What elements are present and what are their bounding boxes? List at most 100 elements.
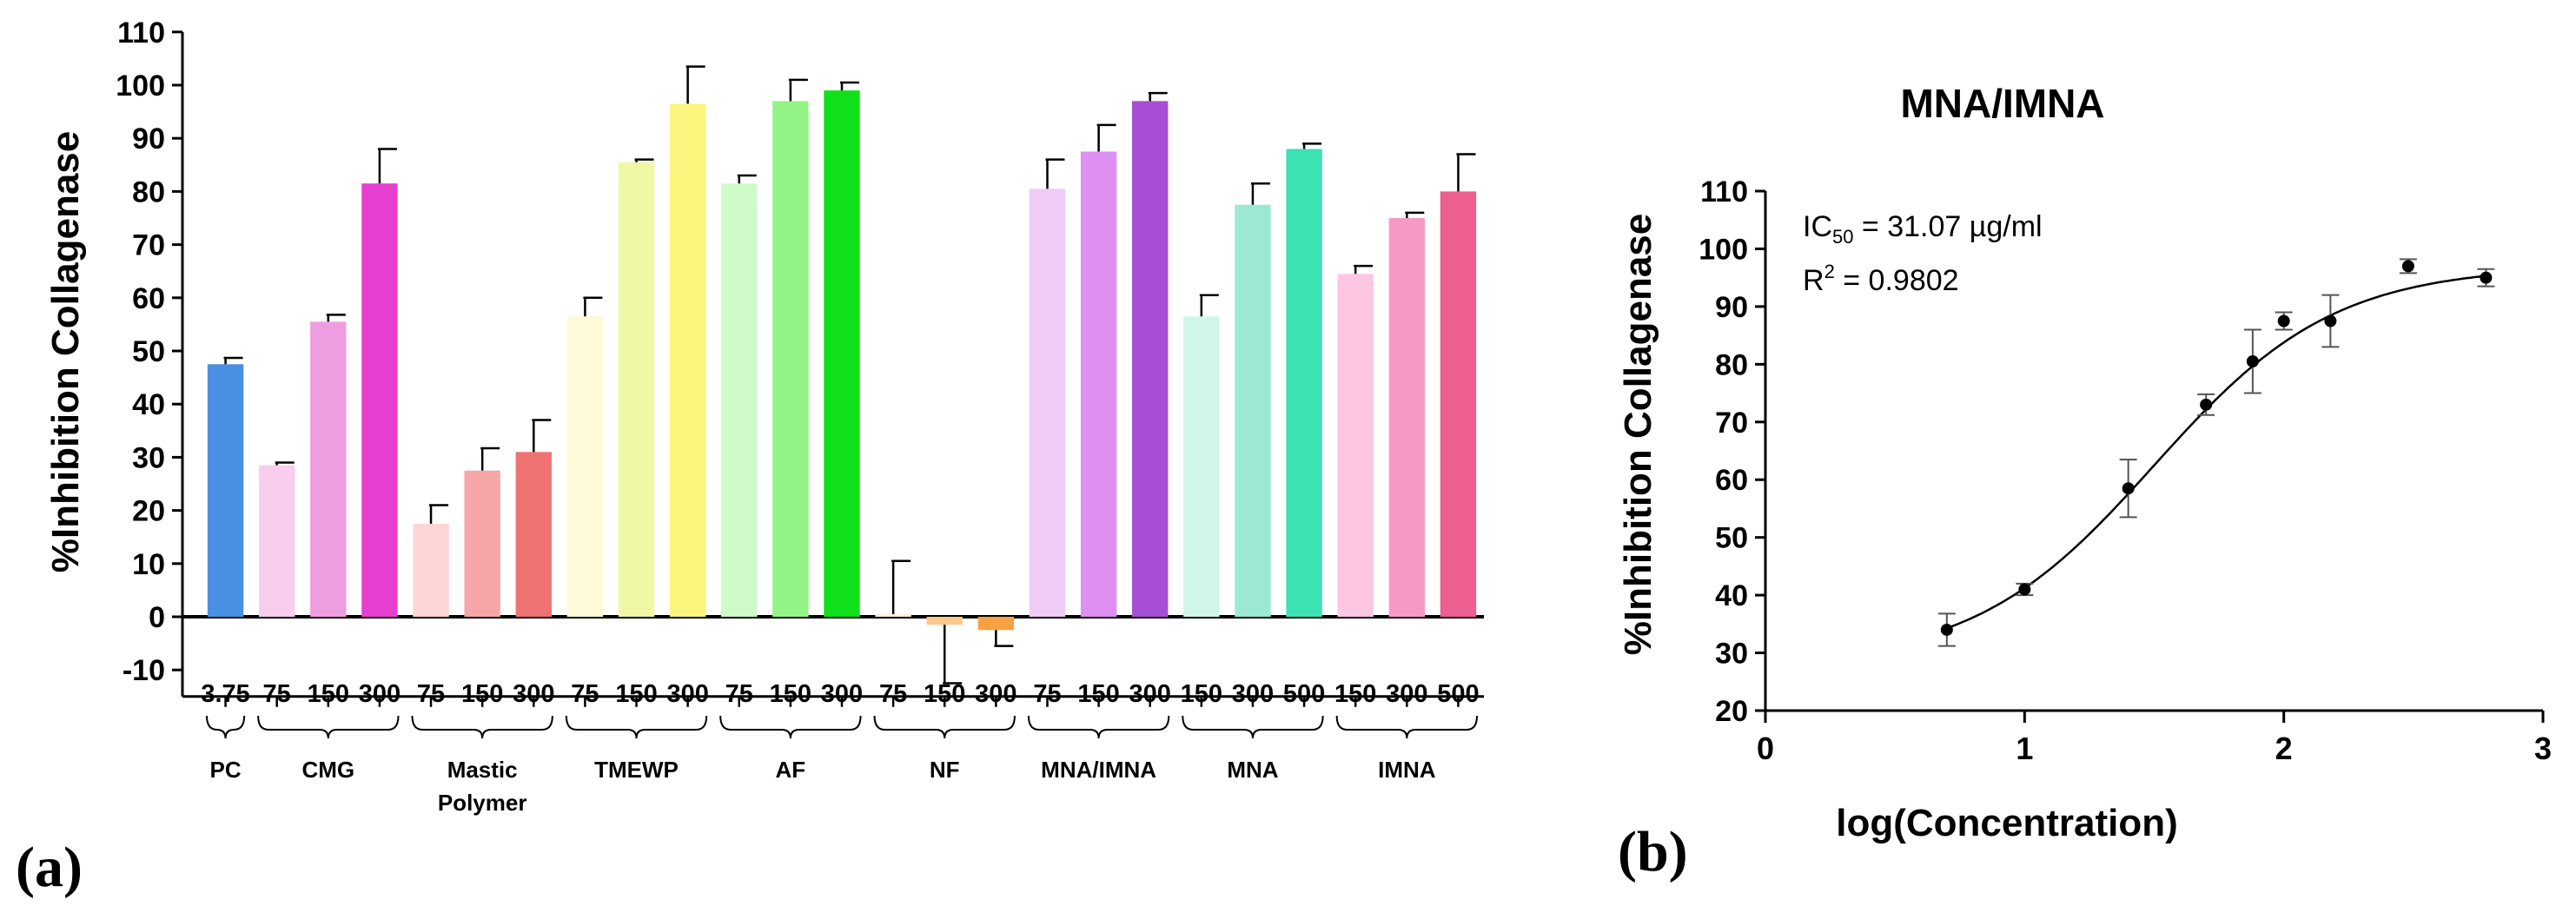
- panel-b-title: MNA/IMNA: [1900, 81, 2104, 126]
- bar: [875, 613, 911, 617]
- y-tick-label: 10: [132, 548, 165, 581]
- dose-label: 150: [308, 680, 349, 708]
- group-label: CMG: [301, 757, 354, 783]
- data-point: [2018, 583, 2031, 596]
- group-bracket: [257, 715, 400, 739]
- dose-label: 75: [263, 680, 291, 708]
- y-tick-label: 60: [132, 282, 165, 315]
- r2-value: = 0.9802: [1835, 264, 1959, 297]
- y-tick-label: 40: [1715, 579, 1748, 612]
- bar: [515, 452, 552, 617]
- group-bracket: [565, 715, 708, 739]
- panel-b-x-axis-label: log(Concentration): [1836, 802, 2178, 844]
- group-label: MNA: [1227, 757, 1278, 783]
- y-tick-label: 100: [116, 69, 165, 103]
- dose-label: 75: [725, 680, 753, 708]
- dose-label: 300: [821, 680, 863, 708]
- ic50-annotation: IC50 = 31.07 µg/ml: [1803, 210, 2043, 248]
- dose-label: 300: [666, 680, 708, 708]
- y-tick-label: 30: [1715, 638, 1748, 671]
- group-label: AF: [776, 757, 806, 783]
- panel-a-bars: [207, 65, 1477, 685]
- dose-label: 300: [1386, 680, 1427, 708]
- x-tick-label: 0: [1757, 731, 1774, 766]
- bar: [1132, 101, 1169, 618]
- bar: [926, 617, 963, 625]
- y-tick-label: 50: [132, 335, 165, 368]
- data-point: [2277, 314, 2290, 327]
- dose-label: 150: [615, 680, 657, 708]
- y-tick-label: 80: [1715, 348, 1748, 381]
- bar: [772, 101, 809, 618]
- bar: [1235, 204, 1271, 617]
- data-point: [2324, 314, 2337, 327]
- fit-curve: [1946, 275, 2487, 630]
- ic50-subscript: 50: [1832, 226, 1853, 248]
- dose-label: 3.75: [201, 680, 249, 708]
- group-label: PC: [209, 757, 241, 783]
- dose-label: 300: [359, 680, 401, 708]
- group-bracket: [719, 715, 862, 739]
- x-tick-label: 3: [2534, 731, 2552, 766]
- y-tick-label: 50: [1715, 522, 1748, 555]
- y-tick-label: 70: [1715, 407, 1748, 440]
- dose-label: 150: [770, 680, 811, 708]
- dose-label: 75: [571, 680, 599, 708]
- panel-b-marks: [1937, 258, 2495, 647]
- bar: [1337, 274, 1374, 617]
- bar: [413, 523, 449, 617]
- panel-a-bar-chart: -10 0 10 20 30 40 50 60 70 80 90 100 110 3.75 PC 75 150…: [44, 17, 1484, 816]
- bar: [721, 183, 758, 617]
- r2-superscript: 2: [1824, 261, 1835, 282]
- dose-label: 75: [1033, 680, 1061, 708]
- bar: [207, 364, 244, 617]
- group-label: NF: [930, 757, 960, 783]
- ic50-value: = 31.07 µg/ml: [1853, 210, 2042, 243]
- group-label: Mastic: [447, 757, 518, 783]
- dose-label: 75: [417, 680, 445, 708]
- bar: [310, 321, 347, 617]
- y-tick-label: 20: [132, 495, 165, 528]
- bar: [464, 470, 500, 617]
- dose-label: 150: [924, 680, 965, 708]
- dose-label: 300: [513, 680, 554, 708]
- group-bracket: [206, 715, 246, 739]
- bar: [566, 316, 604, 617]
- y-tick-label: 70: [132, 229, 165, 262]
- group-bracket: [1027, 715, 1170, 739]
- r2-prefix: R: [1803, 264, 1824, 297]
- bar: [1286, 149, 1322, 617]
- dose-label: 150: [461, 680, 503, 708]
- y-tick-label: 90: [1715, 291, 1748, 324]
- group-label: IMNA: [1378, 757, 1436, 783]
- data-point: [2200, 398, 2213, 411]
- x-tick-label: 1: [2016, 731, 2033, 766]
- dose-label: 500: [1437, 680, 1479, 708]
- group-bracket: [411, 715, 553, 739]
- y-tick-label: 30: [132, 441, 165, 474]
- group-label: Polymer: [438, 790, 527, 816]
- bar: [1029, 189, 1066, 617]
- bar: [977, 617, 1015, 631]
- bar: [1183, 316, 1220, 617]
- bar: [258, 465, 295, 617]
- panel-b-y-axis-label: %Inhibition Collagenase: [1617, 214, 1659, 656]
- group-bracket: [1335, 715, 1478, 739]
- data-point: [2122, 482, 2135, 495]
- dose-label: 300: [975, 680, 1016, 708]
- panel-a-y-axis-label: %Inhibition Collagenase: [44, 131, 87, 573]
- panel-a-labels: 3.75 PC 75 150 300 CMG 75 150 300 Mastic Polymer 75…: [201, 680, 1479, 816]
- bar: [1080, 151, 1117, 617]
- x-tick-label: 2: [2275, 731, 2293, 766]
- bar: [824, 90, 860, 618]
- bar: [669, 103, 706, 618]
- r2-annotation: R2 = 0.9802: [1803, 261, 1959, 297]
- group-bracket: [873, 715, 1016, 739]
- panel-b-label: (b): [1618, 820, 1688, 883]
- data-point: [2401, 260, 2414, 273]
- bar: [618, 162, 655, 618]
- y-tick-label: 20: [1715, 695, 1748, 728]
- dose-label: 500: [1283, 680, 1325, 708]
- panel-b-scatter-chart: 20 30 40 50 60 70 80 90 100 110 0 1 2 3 MNA/IMNA log(…: [1617, 81, 2552, 844]
